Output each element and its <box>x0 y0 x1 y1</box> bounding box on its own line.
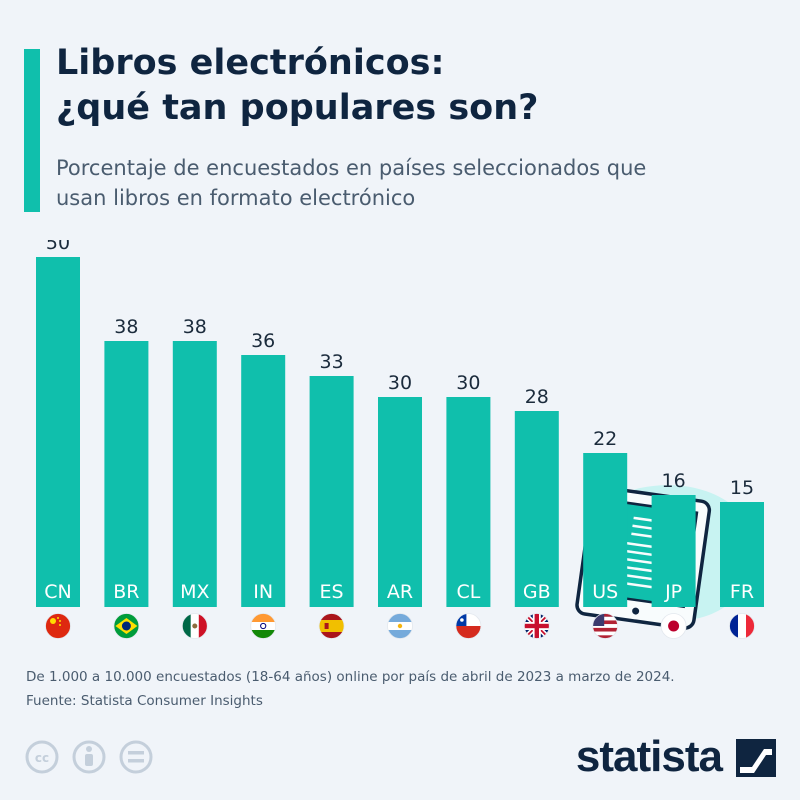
title-line-1: Libros electrónicos: <box>56 43 445 83</box>
value-label-cl: 30 <box>456 372 480 394</box>
value-label-jp: 16 <box>662 470 686 492</box>
bar-cn <box>36 257 80 607</box>
value-label-br: 38 <box>114 316 138 338</box>
chart-subtitle: Porcentaje de encuestados en países sele… <box>56 153 776 213</box>
no-derivatives-icon <box>119 740 153 774</box>
bar-br <box>104 341 149 607</box>
bar-es <box>309 376 354 607</box>
subtitle-line-1: Porcentaje de encuestados en países sele… <box>56 156 647 180</box>
category-label-fr: FR <box>730 581 754 603</box>
footer: cc statista <box>0 730 800 790</box>
category-label-ar: AR <box>387 581 413 603</box>
value-label-es: 33 <box>320 351 344 373</box>
statista-brand[interactable]: statista <box>575 732 723 781</box>
india-flag-icon <box>250 613 276 639</box>
usa-flag-icon <box>592 613 618 639</box>
title-line-2: ¿qué tan populares son? <box>56 88 539 128</box>
category-label-in: IN <box>253 581 273 603</box>
china-flag-icon <box>45 613 71 639</box>
category-label-es: ES <box>320 581 344 603</box>
category-label-jp: JP <box>664 581 682 603</box>
bar-cl <box>446 397 491 607</box>
category-label-mx: MX <box>180 581 209 603</box>
france-flag-icon <box>729 613 755 639</box>
subtitle-line-2: usan libros en formato electrónico <box>56 186 416 210</box>
category-label-cl: CL <box>456 581 480 603</box>
spain-flag-icon <box>319 613 345 639</box>
bar-mx <box>172 341 217 607</box>
cc-icon: cc <box>25 740 59 774</box>
title-accent-bar <box>24 49 40 212</box>
source-note: De 1.000 a 10.000 encuestados (18-64 año… <box>26 665 786 713</box>
bar-chart: A 50CN38BR38MX36IN33ES30AR30CL28GB22US16… <box>36 240 764 639</box>
brazil-flag-icon <box>113 613 139 639</box>
license-icons: cc <box>25 740 153 774</box>
bar-in <box>241 355 286 607</box>
bar-ar <box>378 397 422 607</box>
source-credit: Fuente: Statista Consumer Insights <box>26 693 263 709</box>
category-label-br: BR <box>113 581 139 603</box>
bar-us <box>583 453 628 607</box>
value-label-mx: 38 <box>183 316 207 338</box>
value-label-gb: 28 <box>525 386 549 408</box>
value-label-cn: 50 <box>46 240 70 254</box>
statista-logo-icon <box>736 739 776 777</box>
category-label-gb: GB <box>523 581 551 603</box>
svg-text:cc: cc <box>35 751 49 765</box>
chart-title: Libros electrónicos: ¿qué tan populares … <box>56 41 776 131</box>
mexico-flag-icon <box>182 613 208 639</box>
value-label-in: 36 <box>251 330 275 352</box>
bar-gb <box>514 411 559 607</box>
value-label-fr: 15 <box>730 477 754 499</box>
argentina-flag-icon <box>387 613 413 639</box>
attribution-icon <box>72 740 106 774</box>
chile-flag-icon <box>455 613 481 639</box>
value-label-us: 22 <box>593 428 617 450</box>
bar-jp <box>651 495 696 607</box>
bar-fr <box>720 502 764 607</box>
value-label-ar: 30 <box>388 372 412 394</box>
methodology-note: De 1.000 a 10.000 encuestados (18-64 año… <box>26 669 675 685</box>
japan-flag-icon <box>661 613 687 639</box>
category-label-cn: CN <box>44 581 71 603</box>
category-label-us: US <box>592 581 618 603</box>
